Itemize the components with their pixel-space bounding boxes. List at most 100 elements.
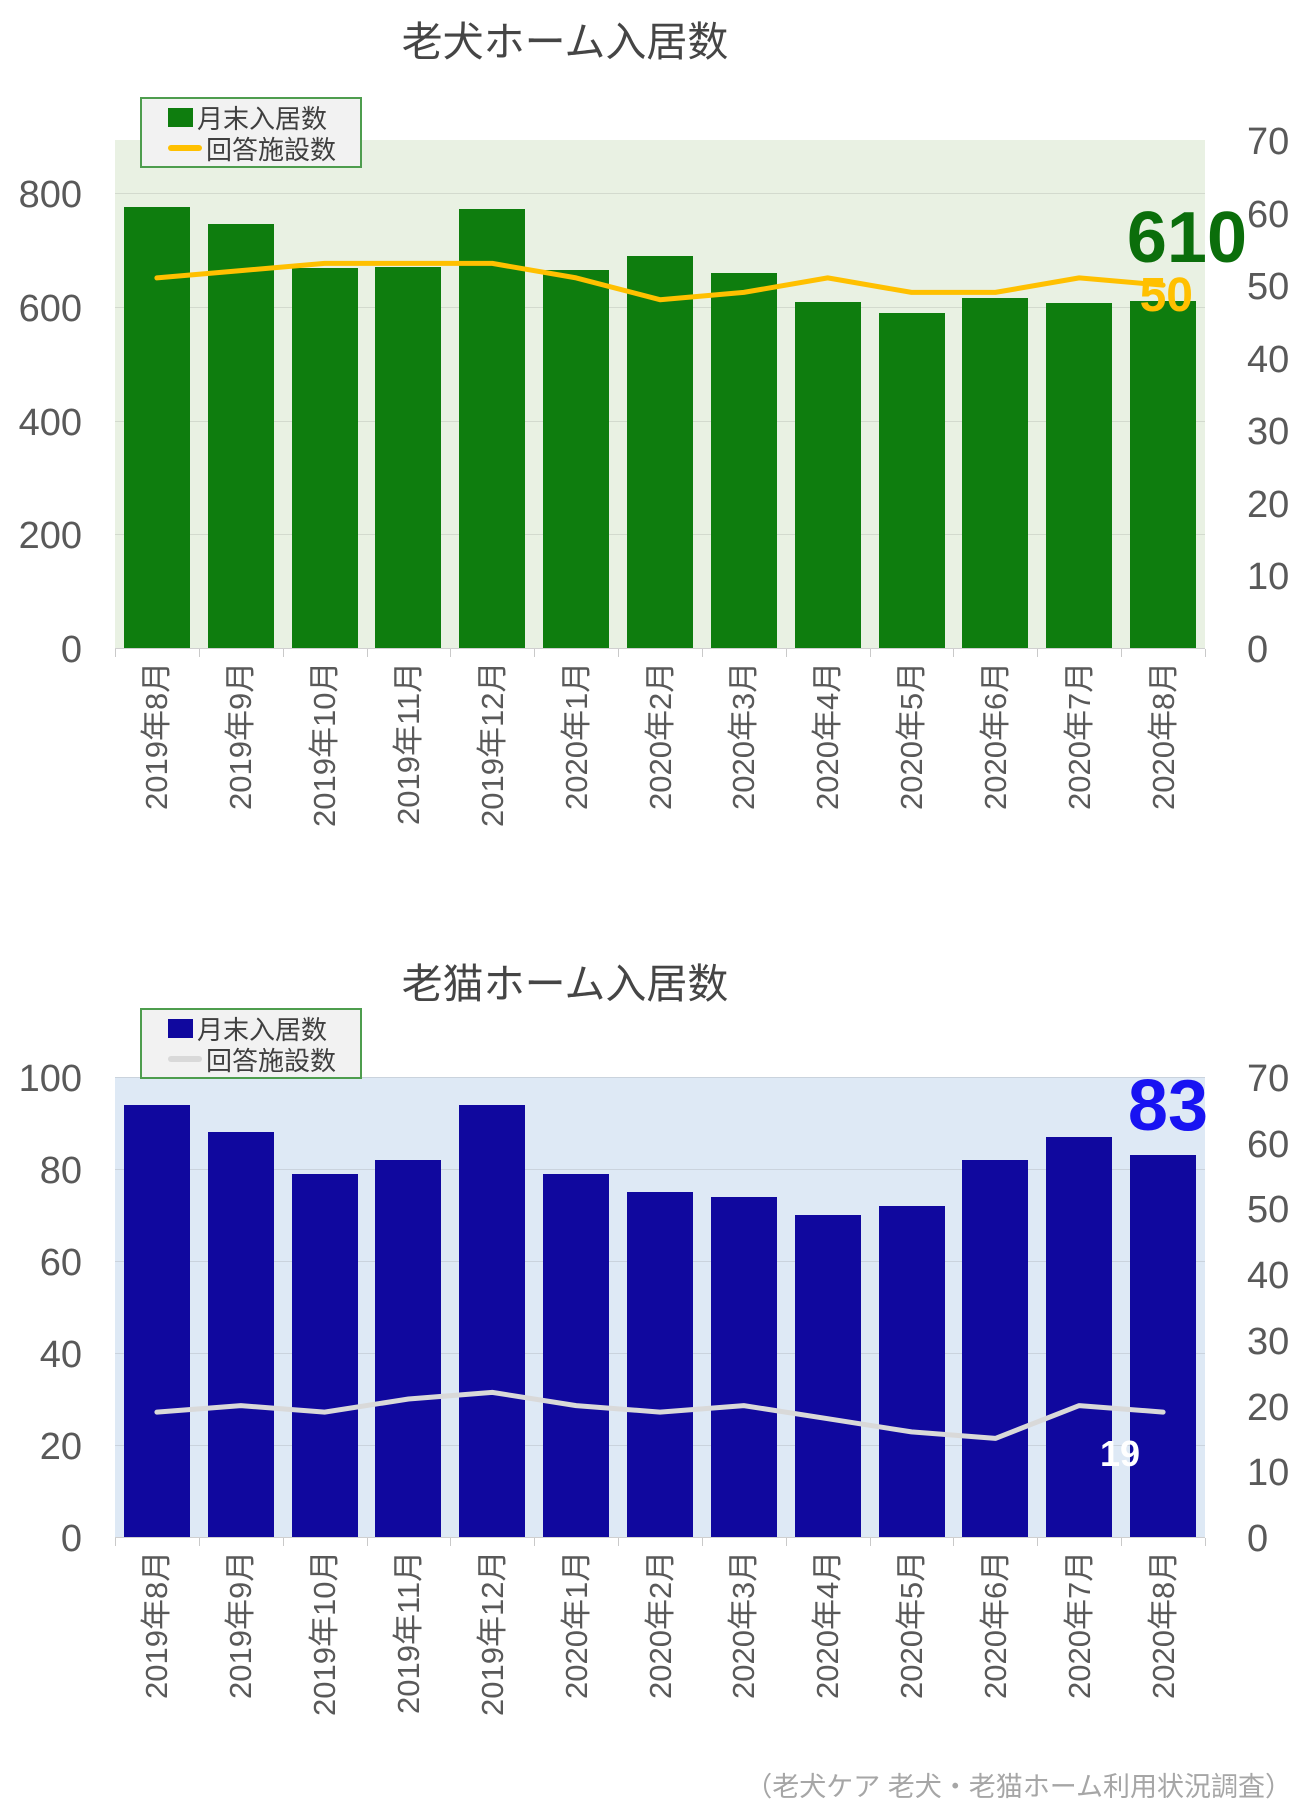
x-axis-tick [366,649,368,657]
line-value-callout: 19 [1099,1433,1140,1474]
x-axis-label: 2020年1月 [558,1550,594,1699]
x-axis-tick [785,1538,787,1546]
legend-row-bar: 月末入居数 [168,102,360,134]
right-axis-tick-label: 20 [1247,484,1290,526]
bar [291,268,358,648]
x-axis-label: 2020年8月 [1145,661,1181,810]
bar [1130,301,1197,648]
bar-value-callout: 83 [1127,1066,1208,1146]
left-axis-tick-label: 800 [18,174,82,216]
x-axis-tick [198,649,200,657]
trend-polyline [154,1389,1166,1441]
bar [207,1132,274,1537]
line-series-label: 回答施設数 [206,1045,337,1076]
dog-home-chart-title: 老犬ホーム入居数 [401,19,729,65]
line-series-swatch [168,145,202,151]
bar-value-callout: 610 [1126,198,1247,278]
x-axis-tick [115,1538,116,1546]
x-axis-line [115,1537,1205,1538]
x-axis-tick [953,649,955,657]
legend-row-line: 回答施設数 [168,133,360,165]
bar [794,1215,861,1537]
x-axis-label: 2020年4月 [810,661,846,810]
right-axis-tick-label: 70 [1247,121,1290,163]
x-axis-label: 2019年11月 [390,1550,426,1714]
bar [627,255,693,648]
left-axis-tick-label: 20 [39,1426,82,1468]
x-axis-tick [450,1538,452,1546]
bar [962,1159,1029,1537]
x-axis-label: 2019年12月 [474,1550,510,1716]
bar [291,1173,358,1537]
gridline [115,1169,1205,1170]
x-axis-tick [198,1538,200,1546]
x-axis-label: 2019年12月 [474,661,510,827]
x-axis-tick [618,1538,620,1546]
x-axis-label: 2020年4月 [810,1550,846,1699]
bar [1130,1155,1197,1537]
bar [543,1173,610,1537]
cat-home-chart-title: 老猫ホーム入居数 [401,961,729,1007]
legend-row-line: 回答施設数 [168,1044,360,1076]
x-axis-label: 2019年9月 [223,661,259,810]
x-axis-label: 2019年8月 [139,661,175,810]
x-axis-label: 2020年7月 [1061,1550,1097,1699]
bar [375,1159,442,1537]
bar [375,267,442,648]
x-axis-label: 2020年3月 [726,1550,762,1699]
line-series-label: 回答施設数 [206,134,337,165]
right-axis-tick-label: 30 [1247,411,1290,453]
x-axis-tick [618,649,620,657]
right-axis-tick-label: 40 [1247,1255,1290,1297]
x-axis-tick [869,1538,871,1546]
bar [962,298,1029,648]
x-axis-tick [1205,649,1206,657]
legend-row-bar: 月末入居数 [168,1013,360,1045]
right-axis-tick-label: 0 [1247,629,1269,671]
x-axis-label: 2020年6月 [977,661,1013,810]
x-axis-tick [1121,649,1123,657]
x-axis-tick [869,649,871,657]
bar [1046,1136,1113,1537]
bar [123,1104,190,1537]
x-axis-label: 2019年11月 [390,661,426,825]
right-axis-tick-label: 70 [1247,1058,1290,1100]
x-axis-tick [701,649,703,657]
right-axis-tick-label: 0 [1247,1518,1269,1560]
gridline [115,193,1205,194]
left-axis-tick-label: 200 [18,515,82,557]
right-axis-tick-label: 10 [1247,556,1290,598]
bar [543,270,610,648]
x-axis-tick [366,1538,368,1546]
x-axis-tick [1205,1538,1206,1546]
x-axis-tick [1037,649,1039,657]
left-axis-tick-label: 0 [60,629,82,671]
x-axis-label: 2020年5月 [894,661,930,810]
cat-home-chart-legend: 月末入居数 回答施設数 [140,1008,362,1079]
bar [207,224,274,648]
bar [459,209,526,648]
bar-series-label: 月末入居数 [197,1014,328,1045]
trend-polyline [154,260,1166,303]
left-axis-tick-label: 600 [18,288,82,330]
x-axis-tick [282,649,284,657]
bar [878,1205,945,1537]
right-axis-tick-label: 40 [1247,339,1290,381]
bar-series-swatch [168,107,193,127]
bar-series-label: 月末入居数 [197,103,328,134]
line-value-callout: 50 [1139,269,1193,322]
dog-home-chart-legend: 月末入居数 回答施設数 [140,97,362,168]
right-axis-tick-label: 20 [1247,1387,1290,1429]
x-axis-label: 2020年7月 [1061,661,1097,810]
left-axis-tick-label: 40 [39,1334,82,1376]
x-axis-tick [701,1538,703,1546]
x-axis-tick [953,1538,955,1546]
bar [627,1192,693,1537]
left-axis-tick-label: 100 [18,1058,82,1100]
bar [794,302,861,648]
bar [123,207,190,648]
left-axis-tick-label: 400 [18,402,82,444]
x-axis-label: 2020年1月 [558,661,594,810]
right-axis-tick-label: 10 [1247,1452,1290,1494]
